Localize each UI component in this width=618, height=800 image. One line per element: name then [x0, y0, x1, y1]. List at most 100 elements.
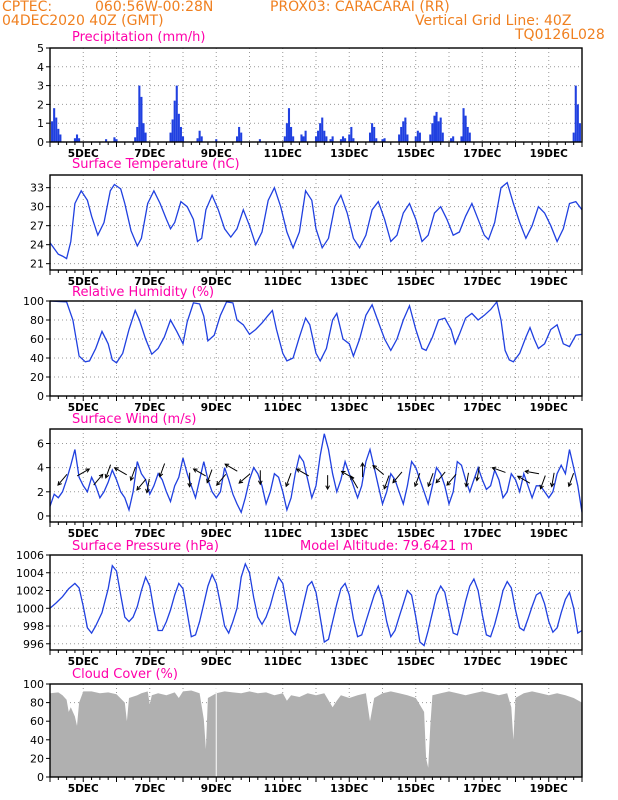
wind-vector-head — [524, 469, 530, 475]
precip-bar — [287, 108, 291, 142]
y-tick-label: 2 — [37, 486, 44, 499]
x-tick-label: 11DEC — [264, 528, 303, 540]
precip-bar — [215, 139, 218, 142]
wind-vector — [414, 472, 421, 487]
wind-vector-head — [475, 476, 480, 482]
wind-vector — [517, 475, 531, 484]
wind-vector — [392, 471, 403, 483]
wind-vector-head — [98, 473, 104, 479]
x-tick-label: 13DEC — [330, 402, 369, 414]
precip-bar — [329, 139, 332, 142]
precip-bar — [462, 108, 465, 142]
header-station: PROX03: CARACARAI (RR) — [270, 0, 450, 15]
wind-vector — [540, 475, 546, 489]
wind-vector — [238, 473, 251, 484]
precip-bar — [142, 123, 145, 142]
x-tick-label: 7DEC — [134, 656, 165, 668]
wind-vector-head — [325, 485, 330, 491]
y-tick-label: 20 — [30, 752, 44, 765]
y-tick-label: 1000 — [16, 602, 44, 615]
precip-bar — [450, 138, 453, 142]
precip-bar — [290, 126, 293, 142]
series-line — [49, 433, 583, 515]
wind-vector — [76, 468, 90, 477]
panel-title: Relative Humidity (%) — [72, 285, 214, 300]
precip-bar — [238, 126, 241, 142]
precip-bar — [574, 85, 577, 142]
panel-4: 0 2 4 6 5DEC 7DEC 9DEC 11DEC 13DEC 15DEC 17DEC 19DE… — [37, 412, 583, 540]
y-tick-label: 4 — [37, 61, 44, 74]
model-altitude-note: Model Altitude: 79.6421 m — [300, 539, 473, 554]
x-tick-label: 7DEC — [134, 402, 165, 414]
precip-bar — [339, 139, 342, 142]
wind-vector — [446, 474, 457, 486]
x-tick-label: 19DEC — [530, 402, 569, 414]
precip-bar — [319, 123, 322, 142]
precip-bar — [304, 130, 307, 142]
x-tick-label: 17DEC — [463, 148, 502, 160]
wind-vector-head — [464, 482, 469, 488]
precip-bar — [371, 123, 374, 142]
y-tick-label: 6 — [37, 437, 44, 450]
precip-bar — [53, 108, 56, 142]
panel-title: Surface Temperature (nC) — [72, 157, 240, 172]
x-tick-label: 11DEC — [264, 402, 303, 414]
wind-vector-head — [516, 475, 522, 480]
x-tick-label: 5DEC — [68, 276, 99, 288]
y-tick-label: 21 — [30, 258, 44, 271]
wind-vector — [224, 463, 238, 472]
precip-bar — [196, 138, 199, 142]
precip-bar — [292, 136, 295, 142]
series-line — [49, 181, 583, 260]
x-tick-label: 19DEC — [530, 148, 569, 160]
y-tick-label: 1004 — [16, 567, 44, 580]
wind-vector-head — [413, 482, 419, 488]
wind-vector — [206, 469, 213, 483]
panel-6: 0 20 40 60 80 100 5DEC 7DEC 9DEC 11DEC 13DEC 15DEC 1… — [23, 667, 583, 795]
wind-vector — [372, 465, 385, 475]
precip-bar — [375, 138, 378, 142]
x-tick-label: 15DEC — [397, 656, 436, 668]
precip-bar — [431, 123, 434, 142]
precip-bar — [429, 134, 432, 142]
precip-bar — [240, 132, 243, 142]
wind-vector-head — [435, 478, 441, 484]
precip-bar — [198, 130, 201, 142]
x-tick-label: 9DEC — [201, 148, 232, 160]
wind-vector-head — [285, 482, 290, 488]
x-tick-label: 19DEC — [530, 656, 569, 668]
wind-vector-head — [224, 463, 230, 468]
precip-bar — [75, 134, 79, 142]
wind-vector-head — [216, 481, 221, 486]
wind-vector — [465, 472, 469, 487]
series-line — [49, 300, 583, 364]
x-tick-label: 9DEC — [201, 528, 232, 540]
wind-vector-head — [85, 468, 91, 473]
x-tick-label: 19DEC — [530, 276, 569, 288]
precip-bar — [314, 136, 318, 142]
wind-vector — [216, 474, 227, 486]
wind-vector-head — [192, 468, 198, 473]
header-coordinates: 060:56W-00:28N — [95, 0, 214, 15]
y-tick-label: 24 — [30, 239, 44, 252]
wind-vector — [476, 466, 480, 481]
wind-vector — [383, 475, 390, 489]
precip-bar — [466, 126, 469, 142]
y-tick-label: 0 — [37, 510, 44, 523]
precip-bar — [200, 136, 203, 142]
precip-bar — [138, 85, 141, 142]
series-line — [49, 562, 583, 647]
precip-bar — [441, 132, 444, 142]
wind-vector — [568, 472, 575, 487]
x-tick-label: 9DEC — [201, 783, 232, 795]
wind-vector-head — [57, 481, 62, 486]
wind-vector — [525, 470, 540, 475]
precip-bar — [171, 119, 174, 142]
wind-vector-head — [446, 481, 451, 486]
panel-title: Precipitation (mm/h) — [72, 30, 205, 45]
x-tick-label: 9DEC — [201, 276, 232, 288]
y-tick-label: 1006 — [16, 549, 44, 562]
x-tick-label: 11DEC — [264, 148, 303, 160]
precip-bar — [418, 132, 421, 142]
wind-vector-head — [549, 482, 555, 488]
